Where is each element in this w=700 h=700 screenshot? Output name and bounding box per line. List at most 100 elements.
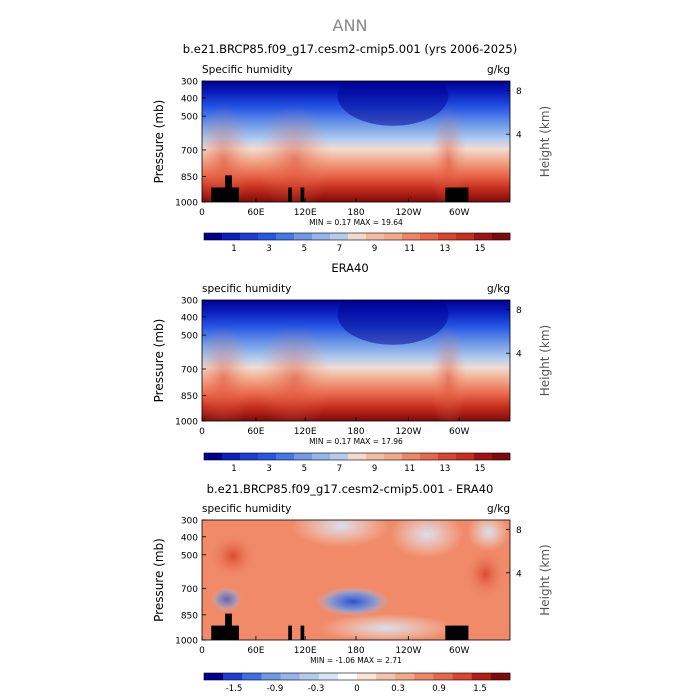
colorbar-swatch — [438, 233, 457, 240]
units-label: g/kg — [487, 503, 510, 515]
y-tick-label: 1000 — [175, 418, 198, 428]
colorbar-swatch — [492, 453, 511, 460]
panel-1: b.e21.BRCP85.f09_g17.cesm2-cmip5.001 (yr… — [152, 42, 552, 254]
colorbar-tick-label: 11 — [404, 464, 415, 474]
colorbar-tick-label: 1.5 — [473, 684, 487, 694]
y-axis-label: Pressure (mb) — [152, 538, 166, 622]
dry-region — [337, 81, 449, 126]
x-tick-label: 180 — [347, 208, 364, 218]
colorbar-swatch — [384, 233, 403, 240]
colorbar-swatch — [490, 673, 511, 680]
colorbar-swatch — [222, 233, 241, 240]
panel-title: ERA40 — [331, 261, 368, 275]
colorbar-swatch — [294, 453, 313, 460]
colorbar-swatch — [330, 453, 349, 460]
colorbar-swatch — [395, 673, 415, 680]
x-tick-label: 120E — [294, 208, 317, 218]
dry-region — [337, 300, 449, 345]
x-tick-label: 60W — [449, 646, 469, 656]
colorbar-tick-label: -0.3 — [308, 684, 325, 694]
moist-plume — [429, 324, 467, 421]
contour-field — [202, 300, 510, 421]
colorbar-tick-label: 7 — [337, 464, 342, 474]
colorbar-tick-label: 1 — [231, 464, 236, 474]
y-tick-label: 850 — [181, 392, 198, 402]
min-max-stats: MIN = 0.17 MAX = 19.64 — [309, 218, 403, 227]
colorbar-swatch — [204, 233, 223, 240]
pale-region — [466, 520, 510, 552]
negative-anomaly — [315, 587, 390, 616]
colorbar-swatch — [420, 233, 439, 240]
colorbar: -1.5 -0.9 -0.3 0 0.3 0.9 1.5 — [203, 672, 511, 694]
x-tick-label: 180 — [347, 646, 364, 656]
colorbar-tick-label: 15 — [475, 244, 486, 254]
colorbar-tick-label: 3 — [266, 244, 271, 254]
x-tick-label: 120W — [395, 646, 421, 656]
y-tick-label: 1000 — [175, 199, 198, 209]
colorbar-swatch — [312, 233, 331, 240]
y-tick-label: 850 — [181, 611, 198, 621]
colorbar-tick-label: -1.5 — [226, 684, 243, 694]
colorbar-swatch — [204, 453, 223, 460]
colorbar-swatch — [474, 233, 493, 240]
x-tick-label: 0 — [199, 427, 205, 437]
colorbar-swatch — [433, 673, 453, 680]
colorbar-tick-label: 0 — [354, 684, 359, 694]
x-tick-label: 60W — [449, 208, 469, 218]
y-axis-label-right: Height (km) — [538, 325, 552, 396]
colorbar-swatch — [299, 673, 320, 680]
colorbar-swatch — [222, 453, 241, 460]
colorbar-tick-label: 11 — [404, 244, 415, 254]
x-tick-label: 60W — [449, 427, 469, 437]
y-tick-label: 300 — [181, 78, 198, 88]
colorbar-tick-label: 15 — [475, 464, 486, 474]
colorbar-tick-label: 0.3 — [391, 684, 405, 694]
colorbar-tick-label: 13 — [439, 464, 450, 474]
colorbar-swatch — [337, 673, 358, 680]
height-tick-label: 8 — [516, 87, 522, 97]
colorbar-frame — [203, 232, 511, 241]
colorbar-swatch — [318, 673, 339, 680]
colorbar-swatch — [438, 453, 457, 460]
colorbar-swatch — [402, 233, 421, 240]
colorbar-swatch — [348, 453, 367, 460]
terrain-mask — [225, 175, 232, 202]
colorbar-tick-label: 7 — [337, 244, 342, 254]
min-max-stats: MIN = 0.17 MAX = 17.96 — [309, 437, 403, 446]
colorbar-swatch — [357, 673, 377, 680]
colorbar-swatch — [312, 453, 331, 460]
colorbar-swatch — [276, 453, 295, 460]
positive-anomaly — [208, 532, 258, 580]
y-tick-label: 300 — [181, 517, 198, 527]
colorbar-tick-label: 9 — [372, 244, 377, 254]
terrain-mask — [288, 187, 292, 202]
colorbar-swatch — [384, 453, 403, 460]
colorbar-tick-label: -0.9 — [267, 684, 284, 694]
y-tick-label: 700 — [181, 146, 198, 156]
variable-label: specific humidity — [202, 503, 291, 515]
colorbar-tick-label: 13 — [439, 244, 450, 254]
height-tick-label: 4 — [516, 131, 522, 141]
moist-plume — [257, 324, 332, 421]
panel-3: b.e21.BRCP85.f09_g17.cesm2-cmip5.001 - E… — [152, 482, 552, 694]
contour-field — [202, 81, 510, 202]
x-tick-label: 180 — [347, 427, 364, 437]
y-tick-label: 500 — [181, 113, 198, 123]
y-axis-label-right: Height (km) — [538, 106, 552, 177]
colorbar-swatch — [280, 673, 300, 680]
variable-label: specific humidity — [202, 283, 291, 295]
colorbar-swatch — [414, 673, 434, 680]
colorbar-tick-label: 0.9 — [432, 684, 446, 694]
colorbar-swatch — [348, 233, 367, 240]
terrain-mask — [225, 613, 232, 640]
colorbar-tick-label: 5 — [302, 464, 307, 474]
x-tick-label: 120W — [395, 208, 421, 218]
colorbar-swatch — [474, 453, 493, 460]
panel-title: b.e21.BRCP85.f09_g17.cesm2-cmip5.001 (yr… — [183, 42, 517, 56]
colorbar-swatch — [452, 673, 473, 680]
height-tick-label: 8 — [516, 526, 522, 536]
units-label: g/kg — [487, 64, 510, 76]
x-tick-label: 0 — [199, 646, 205, 656]
colorbar-swatch — [294, 233, 313, 240]
